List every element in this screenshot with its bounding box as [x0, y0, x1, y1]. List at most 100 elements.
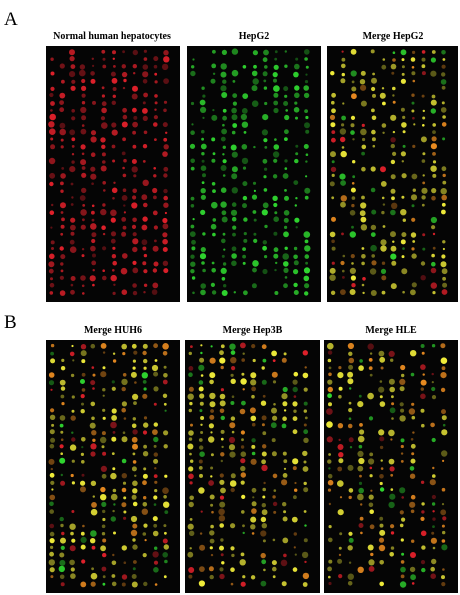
array-spot: [81, 78, 86, 84]
array-spot: [190, 130, 195, 135]
array-spot: [274, 211, 278, 215]
array-spot: [329, 114, 336, 120]
array-spot: [263, 481, 266, 485]
array-spot: [370, 552, 374, 557]
array-spot: [102, 538, 107, 543]
array-spot: [347, 581, 353, 586]
array-spot: [442, 240, 446, 244]
array-spot: [71, 481, 75, 485]
array-spot: [253, 232, 257, 236]
array-spot: [200, 431, 204, 434]
array-spot: [112, 159, 116, 163]
array-spot: [359, 210, 366, 217]
array-spot: [411, 582, 415, 585]
array-spot: [252, 358, 256, 363]
array-spot: [240, 465, 246, 472]
array-spot: [219, 408, 225, 414]
array-spot: [390, 283, 397, 290]
array-spot: [294, 158, 299, 164]
array-spot: [71, 116, 76, 121]
array-spot: [133, 174, 137, 178]
array-spot: [432, 474, 436, 478]
array-spot: [399, 487, 406, 494]
array-spot: [60, 537, 66, 544]
array-spot: [351, 225, 354, 229]
array-spot: [59, 290, 66, 296]
array-spot: [231, 173, 238, 180]
array-spot: [222, 262, 227, 266]
array-spot: [351, 86, 357, 92]
array-spot: [132, 246, 138, 253]
array-spot: [142, 115, 148, 121]
array-spot: [71, 344, 74, 348]
array-spot: [49, 210, 55, 215]
array-spot: [163, 544, 169, 550]
array-spot: [341, 146, 345, 149]
array-spot: [201, 261, 205, 265]
array-spot: [431, 531, 435, 535]
array-spot: [192, 218, 195, 221]
array-spot: [102, 575, 106, 579]
array-spot: [153, 195, 157, 200]
array-spot: [162, 232, 168, 238]
array-spot: [379, 516, 384, 521]
array-spot: [189, 143, 196, 149]
array-spot: [151, 289, 158, 295]
array-spot: [49, 509, 54, 514]
array-spot: [134, 381, 137, 384]
array-spot: [131, 581, 138, 588]
array-spot: [389, 466, 395, 472]
array-spot: [260, 530, 267, 537]
array-spot: [59, 444, 64, 449]
array-spot: [218, 515, 226, 522]
array-spot: [430, 566, 435, 572]
array-spot: [250, 575, 256, 580]
array-spot: [348, 495, 352, 500]
array-spot: [431, 502, 436, 506]
array-spot: [390, 245, 397, 252]
array-spot: [163, 108, 167, 113]
array-spot: [199, 544, 206, 551]
array-spot: [400, 209, 407, 216]
array-spot: [142, 343, 148, 349]
array-spot: [294, 204, 297, 207]
array-spot: [153, 261, 159, 267]
array-spot: [164, 211, 167, 215]
array-spot: [264, 167, 268, 171]
array-spot: [371, 209, 377, 215]
array-spot: [400, 364, 406, 371]
array-spot: [331, 108, 336, 114]
array-spot: [154, 480, 158, 484]
array-spot: [188, 473, 194, 480]
array-spot: [251, 451, 256, 456]
array-spot: [253, 238, 258, 243]
array-spot: [337, 558, 343, 564]
array-spot: [219, 573, 225, 580]
array-spot: [81, 85, 87, 91]
array-spot: [142, 532, 147, 536]
array-spot: [338, 394, 342, 399]
array-spot: [253, 64, 257, 69]
array-spot: [132, 49, 138, 56]
array-spot: [271, 350, 277, 357]
array-spot: [400, 49, 407, 56]
array-spot: [113, 65, 116, 68]
array-spot: [352, 138, 355, 141]
array-spot: [420, 275, 426, 281]
array-spot: [222, 174, 226, 177]
array-spot: [281, 479, 288, 486]
array-spot: [263, 568, 266, 572]
array-spot: [92, 100, 96, 105]
array-spot: [401, 552, 405, 556]
array-spot: [399, 523, 404, 528]
array-spot: [328, 575, 331, 579]
array-spot: [210, 524, 214, 529]
array-spot: [80, 379, 85, 384]
array-spot: [326, 408, 333, 415]
array-spot: [153, 523, 158, 528]
array-spot: [242, 254, 246, 259]
array-spot: [411, 71, 416, 76]
array-spot: [60, 545, 65, 550]
array-spot: [49, 551, 54, 557]
array-spot: [303, 144, 309, 149]
